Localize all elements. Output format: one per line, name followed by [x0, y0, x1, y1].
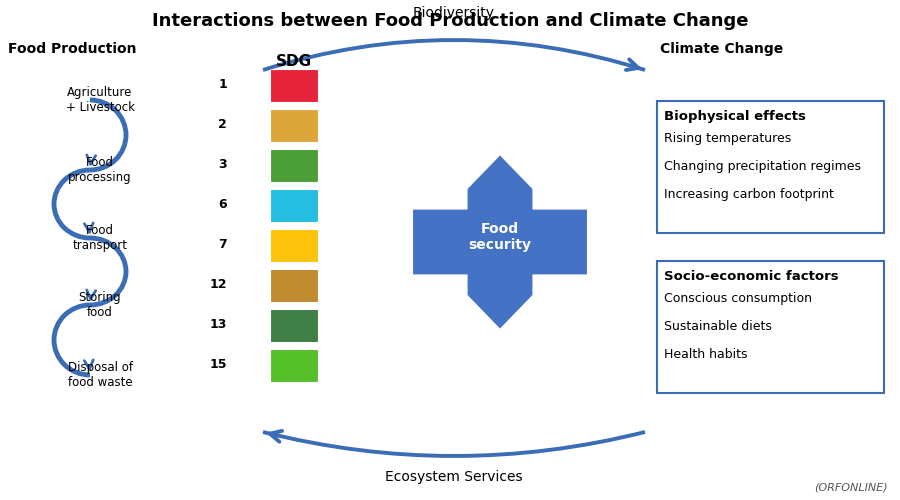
Text: Interactions between Food Production and Climate Change: Interactions between Food Production and…	[152, 12, 748, 30]
Text: 3: 3	[219, 158, 227, 172]
Text: Storing
food: Storing food	[78, 291, 122, 319]
Bar	[270, 108, 318, 142]
Text: 15: 15	[210, 358, 227, 372]
Text: Ecosystem Services: Ecosystem Services	[385, 470, 523, 484]
Text: Disposal of
food waste: Disposal of food waste	[68, 361, 132, 389]
Text: Climate Change: Climate Change	[660, 42, 783, 56]
FancyBboxPatch shape	[657, 101, 884, 233]
Text: SDG: SDG	[276, 54, 312, 69]
Text: Food
processing: Food processing	[68, 156, 131, 184]
Text: 2: 2	[218, 118, 227, 132]
Text: Sustainable diets: Sustainable diets	[664, 320, 772, 333]
Text: 12: 12	[210, 278, 227, 291]
Text: 6: 6	[219, 198, 227, 211]
Bar	[270, 228, 318, 262]
Text: Food Production: Food Production	[8, 42, 137, 56]
Bar	[270, 268, 318, 302]
Text: 13: 13	[210, 318, 227, 332]
Text: Changing precipitation regimes: Changing precipitation regimes	[664, 160, 861, 173]
Bar	[270, 188, 318, 222]
Text: Biodiversity: Biodiversity	[413, 6, 495, 20]
Polygon shape	[412, 154, 588, 330]
Text: Food
transport: Food transport	[73, 224, 128, 252]
Text: Food
security: Food security	[469, 222, 532, 252]
Text: Conscious consumption: Conscious consumption	[664, 292, 812, 305]
Text: Socio-economic factors: Socio-economic factors	[664, 270, 839, 283]
Text: (ORFONLINE): (ORFONLINE)	[814, 482, 888, 492]
Text: 1: 1	[218, 78, 227, 92]
Text: Agriculture
+ Livestock: Agriculture + Livestock	[66, 86, 134, 114]
Text: Health habits: Health habits	[664, 348, 748, 361]
Bar	[270, 308, 318, 342]
FancyBboxPatch shape	[657, 261, 884, 393]
Text: Increasing carbon footprint: Increasing carbon footprint	[664, 188, 834, 201]
Bar	[270, 68, 318, 102]
Bar	[270, 348, 318, 382]
Text: 7: 7	[218, 238, 227, 252]
Text: Biophysical effects: Biophysical effects	[664, 110, 806, 123]
Text: Rising temperatures: Rising temperatures	[664, 132, 791, 145]
Bar	[270, 148, 318, 182]
